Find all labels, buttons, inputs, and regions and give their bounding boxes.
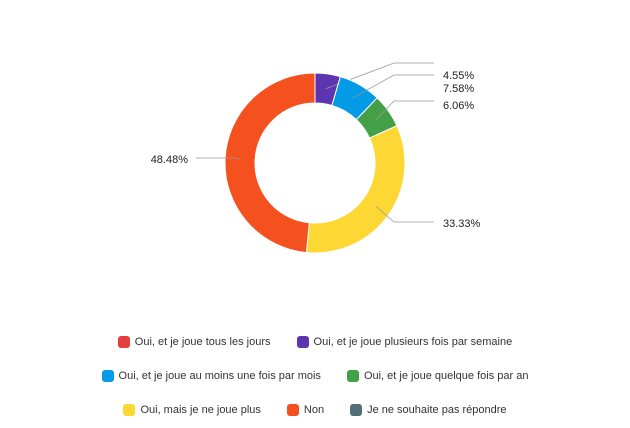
legend-item-weekly[interactable]: Oui, et je joue plusieurs fois par semai… [296,336,513,348]
legend-item-daily[interactable]: Oui, et je joue tous les jours [117,336,271,348]
legend-swatch [123,404,136,416]
data-label: 4.55% [443,70,474,82]
leader-line [375,100,434,120]
legend-swatch [117,336,130,348]
legend-item-no-longer[interactable]: Oui, mais je ne joue plus [123,404,261,416]
legend-label: Oui, mais je ne joue plus [140,404,261,416]
data-label: 48.48% [151,154,189,166]
legend-swatch [346,370,359,382]
legend-item-no-answer[interactable]: Je ne souhaite pas répondre [350,404,507,416]
legend-label: Je ne souhaite pas répondre [367,404,507,416]
data-label: 33.33% [443,218,481,230]
leader-line [375,206,434,223]
data-label: 6.06% [443,100,474,112]
legend-swatch [350,404,363,416]
donut-slice[interactable] [224,72,316,254]
legend-item-yearly[interactable]: Oui, et je joue quelque fois par an [346,370,529,382]
legend-row-2: Oui, et je joue au moins une fois par mo… [0,370,630,382]
legend-swatch [296,336,309,348]
legend-label: Oui, et je joue plusieurs fois par semai… [313,336,513,348]
legend-item-monthly[interactable]: Oui, et je joue au moins une fois par mo… [101,370,321,382]
legend-label: Oui, et je joue au moins une fois par mo… [118,370,321,382]
donut-chart: 4.55%7.58% 6.06% 33.33% 48.48% [151,62,481,254]
leader-line [196,157,241,160]
legend-swatch [286,404,299,416]
donut-slice[interactable] [305,124,406,254]
legend-row-1: Oui, et je joue tous les jours Oui, et j… [0,336,630,348]
legend-swatch [101,370,114,382]
legend-label: Non [303,404,325,416]
legend-label: Oui, et je joue quelque fois par an [363,370,529,382]
legend-item-non[interactable]: Non [286,404,325,416]
leader-line [352,74,434,99]
legend-row-3: Oui, mais je ne joue plus Non Je ne souh… [0,404,630,416]
data-label: 7.58% [443,83,474,95]
legend-label: Oui, et je joue tous les jours [134,336,271,348]
